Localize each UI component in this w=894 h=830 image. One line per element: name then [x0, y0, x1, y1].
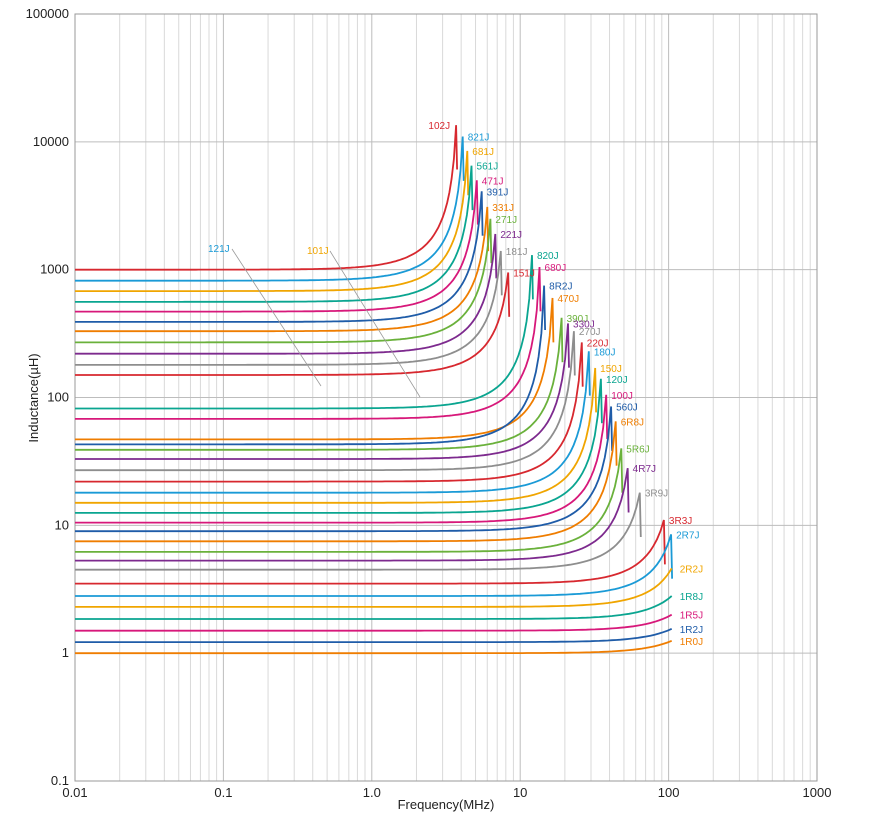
series-line-331J: [75, 206, 490, 333]
series-label-820J: 820J: [537, 251, 559, 262]
series-line-821J: [75, 136, 465, 282]
series-label-4R7J: 4R7J: [633, 464, 656, 475]
series-label-220J: 220J: [587, 338, 609, 349]
y-tick-label: 100: [47, 390, 69, 405]
series-label-330J: 330J: [573, 319, 595, 330]
series-label-120J: 120J: [606, 375, 628, 386]
series-label-470J: 470J: [557, 294, 579, 305]
series-label-2R7J: 2R7J: [676, 530, 699, 541]
series-label-1R2J: 1R2J: [680, 625, 703, 636]
tick-labels: 0.01 0.1 1.0 10 100 10000.1110100100010000100…: [26, 6, 832, 800]
series-label-5R6J: 5R6J: [626, 444, 649, 455]
series-label-2R2J: 2R2J: [680, 564, 703, 575]
series-label-1R5J: 1R5J: [680, 611, 703, 622]
series-line-4R7J: [75, 468, 630, 562]
y-tick-label: 1000: [40, 262, 69, 277]
series-label-150J: 150J: [600, 364, 622, 375]
series-line-221J: [75, 233, 498, 355]
y-tick-label: 100000: [26, 6, 69, 21]
series-label-6R8J: 6R8J: [621, 417, 644, 428]
series-line-6R8J: [75, 421, 618, 543]
series-line-1R8J: [75, 595, 673, 620]
series-line-271J: [75, 218, 493, 344]
series-line-470J: [75, 297, 555, 441]
series-label-102J: 102J: [428, 121, 450, 132]
series-line-100J: [75, 394, 609, 524]
series-label-1R8J: 1R8J: [680, 592, 703, 603]
y-tick-label: 1: [62, 645, 69, 660]
annotation-leader: [329, 250, 421, 398]
series-label-271J: 271J: [495, 215, 517, 226]
x-tick-label: 1.0: [363, 785, 381, 800]
x-axis-title: Frequency(MHz): [398, 797, 495, 812]
x-tick-label: 1000: [803, 785, 832, 800]
y-tick-label: 10000: [33, 134, 69, 149]
series-label-3R3J: 3R3J: [669, 516, 692, 527]
series-label-3R9J: 3R9J: [645, 489, 668, 500]
series-line-2R7J: [75, 534, 673, 597]
series-line-150J: [75, 367, 597, 504]
series-label-561J: 561J: [477, 162, 499, 173]
series-label-221J: 221J: [500, 230, 522, 241]
x-tick-label: 0.1: [214, 785, 232, 800]
series-label-151J: 151J: [513, 269, 535, 280]
series-label-560J: 560J: [616, 403, 638, 414]
series-line-220J: [75, 342, 584, 483]
series-line-2R2J: [75, 567, 673, 608]
series-label-331J: 331J: [492, 203, 514, 214]
series-label-270J: 270J: [579, 327, 601, 338]
x-tick-label: 0.01: [62, 785, 87, 800]
annotation-label: 101J: [307, 246, 329, 257]
series-line-3R3J: [75, 519, 666, 585]
series-line-330J: [75, 323, 570, 460]
series-line-270J: [75, 331, 576, 472]
series-label-180J: 180J: [594, 347, 616, 358]
series-line-181J: [75, 250, 503, 366]
series-line-5R6J: [75, 448, 624, 553]
series-line-560J: [75, 406, 613, 533]
annotation-leader: [231, 248, 322, 387]
series-label-390J: 390J: [567, 314, 589, 325]
y-axis-title: Inductance(µH): [26, 353, 41, 442]
series-label-100J: 100J: [611, 391, 633, 402]
series-label-1R0J: 1R0J: [680, 637, 703, 648]
series-line-1R5J: [75, 613, 673, 632]
series-label-821J: 821J: [468, 133, 490, 144]
annotation-label: 121J: [208, 244, 230, 255]
x-tick-label: 100: [658, 785, 680, 800]
series-line-820J: [75, 255, 534, 410]
series-label-8R2J: 8R2J: [549, 282, 572, 293]
series-line-1R2J: [75, 627, 673, 643]
series-line-681J: [75, 150, 470, 292]
series-line-3R9J: [75, 492, 642, 571]
series-line-8R2J: [75, 285, 546, 446]
y-tick-label: 10: [55, 517, 69, 532]
series-label-471J: 471J: [482, 176, 504, 187]
series-line-680J: [75, 266, 542, 420]
series-line-390J: [75, 317, 564, 451]
series-line-120J: [75, 378, 603, 514]
series-label-681J: 681J: [472, 147, 494, 158]
series-line-471J: [75, 180, 479, 313]
series-label-391J: 391J: [487, 187, 509, 198]
series-line-151J: [75, 272, 511, 376]
series-line-561J: [75, 165, 474, 303]
plot-frame: [74, 13, 818, 782]
series-line-1R0J: [75, 639, 673, 655]
series-label-181J: 181J: [506, 247, 528, 258]
series-label-680J: 680J: [545, 263, 567, 274]
series-layer: [75, 125, 673, 655]
y-tick-label: 0.1: [51, 773, 69, 788]
series-line-180J: [75, 351, 591, 494]
x-tick-label: 10: [513, 785, 527, 800]
series-line-102J: [75, 125, 458, 271]
